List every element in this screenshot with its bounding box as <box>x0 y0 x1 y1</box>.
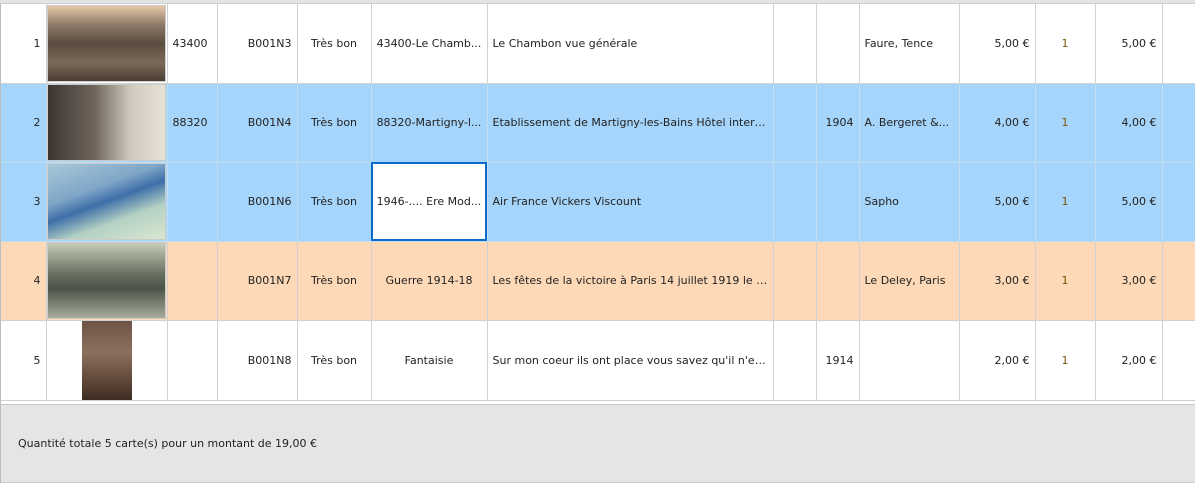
editor-cell[interactable]: Faure, Tence <box>859 4 960 84</box>
category-cell[interactable]: Guerre 1914-18 <box>371 241 488 321</box>
title-cell[interactable]: Sur mon coeur ils ont place vous savez q… <box>487 320 774 401</box>
table-row[interactable]: 5 B001N8 Très bon Fantaisie Sur mon coeu… <box>1 320 1195 401</box>
grid-header-edge <box>0 0 1195 4</box>
postcode-cell[interactable]: 88320 <box>167 83 218 163</box>
postcard-thumbnail[interactable] <box>47 84 166 161</box>
row-number: 1 <box>1 4 47 84</box>
row-number: 4 <box>1 241 47 321</box>
price-cell[interactable]: 5,00 € <box>959 4 1036 84</box>
category-cell[interactable]: 1946-.... Ere Mod... <box>371 162 488 242</box>
empty-cell[interactable] <box>773 320 817 401</box>
title-cell[interactable]: Les fêtes de la victoire à Paris 14 juil… <box>487 241 774 321</box>
title-cell[interactable]: Air France Vickers Viscount <box>487 162 774 242</box>
postcard-thumbnail[interactable] <box>47 163 166 240</box>
row-number: 3 <box>1 162 47 242</box>
table-row[interactable]: 2 88320 B001N4 Très bon 88320-Martigny-l… <box>1 83 1195 163</box>
grid-footer: Quantité totale 5 carte(s) pour un monta… <box>1 404 1195 483</box>
postcode-cell[interactable] <box>167 241 218 321</box>
condition-cell[interactable]: Très bon <box>297 4 372 84</box>
empty-cell[interactable] <box>773 241 817 321</box>
editor-cell[interactable]: Sapho <box>859 162 960 242</box>
total-cell[interactable]: 4,00 € <box>1095 83 1163 163</box>
empty-cell[interactable] <box>773 4 817 84</box>
editor-cell[interactable]: A. Bergeret &... <box>859 83 960 163</box>
thumbnail-cell[interactable] <box>46 320 168 401</box>
total-cell[interactable]: 5,00 € <box>1095 4 1163 84</box>
thumbnail-cell[interactable] <box>46 162 168 242</box>
filler-cell <box>1162 320 1195 401</box>
thumbnail-cell[interactable] <box>46 241 168 321</box>
empty-cell[interactable] <box>773 162 817 242</box>
quantity-cell[interactable]: 1 <box>1035 241 1096 321</box>
postcard-thumbnail[interactable] <box>47 242 166 319</box>
category-cell[interactable]: 88320-Martigny-l... <box>371 83 488 163</box>
year-cell[interactable]: 1914 <box>816 320 860 401</box>
postcode-cell[interactable] <box>167 162 218 242</box>
reference-cell[interactable]: B001N6 <box>217 162 298 242</box>
quantity-cell[interactable]: 1 <box>1035 320 1096 401</box>
category-cell[interactable]: Fantaisie <box>371 320 488 401</box>
category-cell[interactable]: 43400-Le Chamb... <box>371 4 488 84</box>
price-cell[interactable]: 5,00 € <box>959 162 1036 242</box>
title-cell[interactable]: Le Chambon vue générale <box>487 4 774 84</box>
empty-cell[interactable] <box>773 83 817 163</box>
filler-cell <box>1162 4 1195 84</box>
price-cell[interactable]: 4,00 € <box>959 83 1036 163</box>
row-number: 5 <box>1 320 47 401</box>
total-summary: Quantité totale 5 carte(s) pour un monta… <box>18 437 318 450</box>
condition-cell[interactable]: Très bon <box>297 320 372 401</box>
table-row[interactable]: 1 43400 B001N3 Très bon 43400-Le Chamb..… <box>1 4 1195 84</box>
reference-cell[interactable]: B001N4 <box>217 83 298 163</box>
reference-cell[interactable]: B001N7 <box>217 241 298 321</box>
grid-left-edge <box>0 3 1 483</box>
condition-cell[interactable]: Très bon <box>297 241 372 321</box>
editor-cell[interactable]: Le Deley, Paris <box>859 241 960 321</box>
thumbnail-cell[interactable] <box>46 83 168 163</box>
postcard-thumbnail[interactable] <box>81 320 132 399</box>
condition-cell[interactable]: Très bon <box>297 83 372 163</box>
table-row[interactable]: 3 B001N6 Très bon 1946-.... Ere Mod... A… <box>1 162 1195 242</box>
filler-cell <box>1162 241 1195 321</box>
quantity-cell[interactable]: 1 <box>1035 162 1096 242</box>
year-cell[interactable] <box>816 4 860 84</box>
title-cell[interactable]: Etablissement de Martigny-les-Bains Hôte… <box>487 83 774 163</box>
row-number: 2 <box>1 83 47 163</box>
reference-cell[interactable]: B001N8 <box>217 320 298 401</box>
table-row[interactable]: 4 B001N7 Très bon Guerre 1914-18 Les fêt… <box>1 241 1195 321</box>
total-cell[interactable]: 2,00 € <box>1095 320 1163 401</box>
quantity-cell[interactable]: 1 <box>1035 4 1096 84</box>
editor-cell[interactable] <box>859 320 960 401</box>
condition-cell[interactable]: Très bon <box>297 162 372 242</box>
postcode-cell[interactable]: 43400 <box>167 4 218 84</box>
total-cell[interactable]: 5,00 € <box>1095 162 1163 242</box>
year-cell[interactable] <box>816 241 860 321</box>
reference-cell[interactable]: B001N3 <box>217 4 298 84</box>
postcard-grid: 1 43400 B001N3 Très bon 43400-Le Chamb..… <box>1 4 1195 401</box>
postcode-cell[interactable] <box>167 320 218 401</box>
filler-cell <box>1162 83 1195 163</box>
price-cell[interactable]: 3,00 € <box>959 241 1036 321</box>
thumbnail-cell[interactable] <box>46 4 168 84</box>
year-cell[interactable]: 1904 <box>816 83 860 163</box>
postcard-thumbnail[interactable] <box>47 4 166 82</box>
total-cell[interactable]: 3,00 € <box>1095 241 1163 321</box>
filler-cell <box>1162 162 1195 242</box>
year-cell[interactable] <box>816 162 860 242</box>
price-cell[interactable]: 2,00 € <box>959 320 1036 401</box>
quantity-cell[interactable]: 1 <box>1035 83 1096 163</box>
